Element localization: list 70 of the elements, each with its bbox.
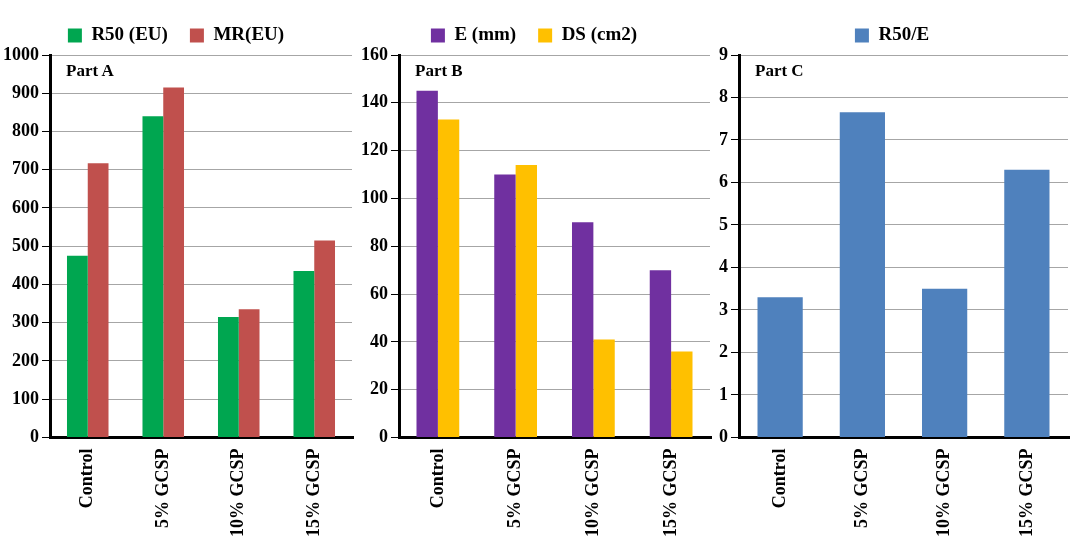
x-tick-label: 10% GCSP	[227, 448, 248, 538]
bar	[87, 163, 109, 437]
bar	[593, 339, 615, 437]
bar	[839, 112, 885, 437]
bar	[163, 87, 185, 437]
y-tick-label: 8	[719, 86, 728, 107]
legend-label: R50 (EU)	[91, 23, 168, 46]
x-tick-label: 10% GCSP	[582, 448, 603, 538]
y-tick-label: 40	[370, 330, 388, 351]
y-tick-label: 100	[12, 387, 39, 408]
bar	[66, 255, 88, 437]
bar	[571, 222, 594, 437]
chart-title: Part C	[755, 60, 804, 80]
y-tick-label: 600	[12, 196, 39, 217]
y-tick-label: 100	[361, 187, 388, 208]
legend-label: MR(EU)	[213, 23, 285, 46]
y-tick-label: 1000	[3, 43, 39, 64]
legend-label: R50/E	[878, 23, 930, 45]
y-tick-label: 80	[370, 234, 388, 255]
x-tick-label: Control	[76, 448, 97, 509]
x-tick-label: 15% GCSP	[1015, 448, 1036, 538]
y-tick-label: 20	[370, 378, 388, 399]
y-tick-label: 1	[719, 383, 728, 404]
bar	[649, 270, 672, 437]
bar	[1004, 169, 1050, 437]
y-tick-label: 900	[12, 81, 39, 102]
x-tick-label: 15% GCSP	[302, 448, 323, 538]
y-tick-label: 140	[361, 91, 388, 112]
y-tick-label: 700	[12, 158, 39, 179]
x-tick-label: 15% GCSP	[659, 448, 680, 538]
y-tick-label: 800	[12, 120, 39, 141]
legend-label: DS (cm2)	[561, 23, 638, 46]
y-tick-label: 7	[719, 128, 728, 149]
y-tick-label: 200	[12, 349, 39, 370]
x-tick-label: 10% GCSP	[933, 448, 954, 538]
bar	[437, 119, 460, 437]
x-tick-label: 5% GCSP	[151, 448, 172, 529]
bar	[494, 174, 516, 437]
bar	[142, 116, 164, 437]
bar	[671, 351, 693, 437]
chart-title: Part A	[66, 60, 115, 80]
y-tick-label: 4	[719, 256, 728, 277]
y-tick-label: 9	[719, 43, 728, 64]
x-tick-label: Control	[426, 448, 447, 509]
y-tick-label: 60	[370, 282, 388, 303]
y-tick-label: 400	[12, 273, 39, 294]
y-tick-label: 2	[719, 341, 728, 362]
y-tick-label: 0	[719, 426, 728, 447]
y-tick-label: 0	[379, 426, 388, 447]
bar	[757, 297, 803, 437]
y-tick-label: 500	[12, 234, 39, 255]
y-tick-label: 5	[719, 213, 728, 234]
x-tick-label: 5% GCSP	[851, 448, 872, 529]
legend-label: E (mm)	[454, 23, 517, 46]
chart-title: Part B	[415, 60, 463, 80]
bar	[922, 288, 968, 437]
bar	[314, 240, 336, 437]
bar	[238, 309, 260, 437]
y-tick-label: 6	[719, 171, 728, 192]
y-tick-label: 120	[361, 139, 388, 160]
y-tick-label: 160	[361, 43, 388, 64]
y-tick-label: 300	[12, 311, 39, 332]
x-tick-label: Control	[768, 448, 789, 509]
x-tick-label: 5% GCSP	[504, 448, 525, 529]
y-tick-label: 0	[30, 426, 39, 447]
bar	[293, 271, 315, 437]
y-tick-label: 3	[719, 298, 728, 319]
bar	[217, 317, 239, 437]
bar	[515, 164, 538, 437]
bar	[416, 90, 438, 437]
